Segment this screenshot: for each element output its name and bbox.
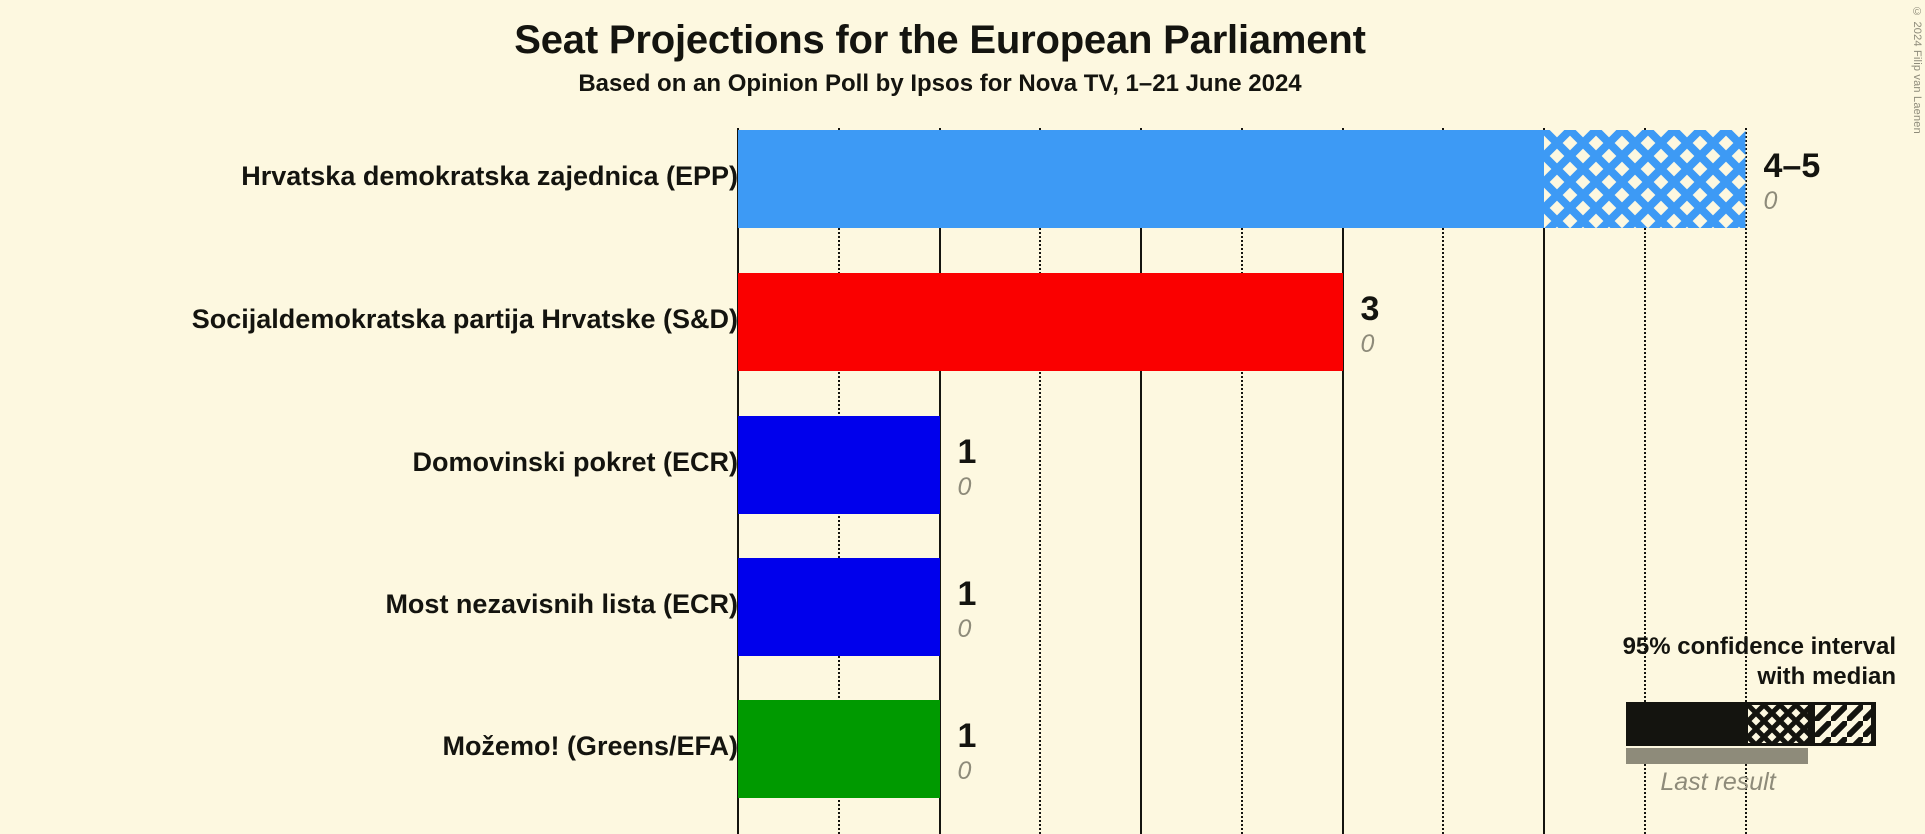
bar-row: Hrvatska demokratska zajednica (EPP) 4–5 0: [0, 130, 1925, 228]
bar-median-segment[interactable]: [738, 700, 940, 798]
gridline-4-5: [1643, 128, 1646, 834]
bar-median-segment[interactable]: [738, 273, 1343, 371]
legend-caption: 95% confidence interval with median: [1560, 632, 1900, 692]
bar-last-result-label: 0: [1360, 330, 1375, 358]
bar-value-label: 1: [957, 717, 977, 755]
bar-category-label: Hrvatska demokratska zajednica (EPP): [241, 161, 738, 191]
bar-median-segment[interactable]: [738, 416, 940, 514]
gridline-2: [1140, 128, 1142, 834]
bar-value-label: 3: [1360, 290, 1380, 328]
bar-value-label: 4–5: [1763, 147, 1821, 185]
bar-last-result-label: 0: [957, 615, 972, 643]
legend-last-result-label: Last result: [1660, 767, 1776, 796]
bar-median-segment[interactable]: [738, 558, 940, 656]
legend-caption-line-1: 95% confidence interval: [1622, 633, 1896, 660]
legend-swatches: Last result: [1560, 701, 1900, 796]
chart-subtitle: Based on an Opinion Poll by Ipsos for No…: [578, 70, 1302, 97]
bar-row: Možemo! (Greens/EFA) 1 0: [0, 700, 1925, 798]
bar-category-label: Most nezavisnih lista (ECR): [385, 589, 738, 619]
bar-row: Domovinski pokret (ECR) 1 0: [0, 416, 1925, 514]
legend-caption-line-2: with median: [1757, 662, 1896, 690]
bar-value-label: 1: [957, 575, 977, 613]
bar-last-result-label: 0: [1763, 187, 1778, 215]
gridline-1-5: [1039, 128, 1042, 834]
gridline-2-5: [1240, 128, 1243, 834]
bar-value-label: 1: [957, 433, 977, 471]
bar-confidence-interval-segment[interactable]: [1544, 130, 1746, 228]
chart-legend: 95% confidence interval with median Last…: [1560, 632, 1900, 796]
page-title: Seat Projections for the European Parlia…: [514, 18, 1366, 62]
gridline-3: [1341, 128, 1344, 834]
legend-crosshatch-swatch: [1748, 704, 1808, 743]
bar-median-segment[interactable]: [738, 130, 1544, 228]
bar-row: Socijaldemokratska partija Hrvatske (S&D…: [0, 273, 1925, 371]
copyright-notice: © 2024 Filip van Laenen: [1911, 6, 1923, 134]
gridline-3-5: [1442, 128, 1445, 834]
bar-last-result-label: 0: [957, 473, 972, 501]
bar-category-label: Socijaldemokratska partija Hrvatske (S&D…: [191, 304, 738, 334]
bar-last-result-label: 0: [957, 757, 972, 785]
gridline-5: [1744, 128, 1747, 834]
bar-row: Most nezavisnih lista (ECR) 1 0: [0, 558, 1925, 656]
bar-category-label: Možemo! (Greens/EFA): [442, 731, 738, 761]
gridline-4: [1543, 128, 1545, 834]
gridline-1: [938, 128, 941, 834]
legend-last-result-bar: [1626, 747, 1808, 764]
legend-diagonal-swatch: [1815, 704, 1871, 743]
bar-category-label: Domovinski pokret (ECR): [412, 447, 738, 477]
